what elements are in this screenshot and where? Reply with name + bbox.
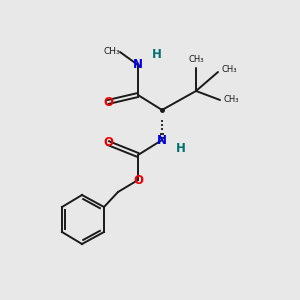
Text: O: O	[103, 136, 113, 149]
Text: H: H	[176, 142, 186, 154]
Text: H: H	[152, 49, 162, 62]
Text: CH₃: CH₃	[223, 95, 239, 104]
Text: O: O	[133, 173, 143, 187]
Text: N: N	[133, 58, 143, 71]
Text: CH₃: CH₃	[104, 46, 120, 56]
Text: O: O	[103, 95, 113, 109]
Text: N: N	[157, 134, 167, 146]
Text: CH₃: CH₃	[188, 55, 204, 64]
Text: CH₃: CH₃	[221, 65, 236, 74]
